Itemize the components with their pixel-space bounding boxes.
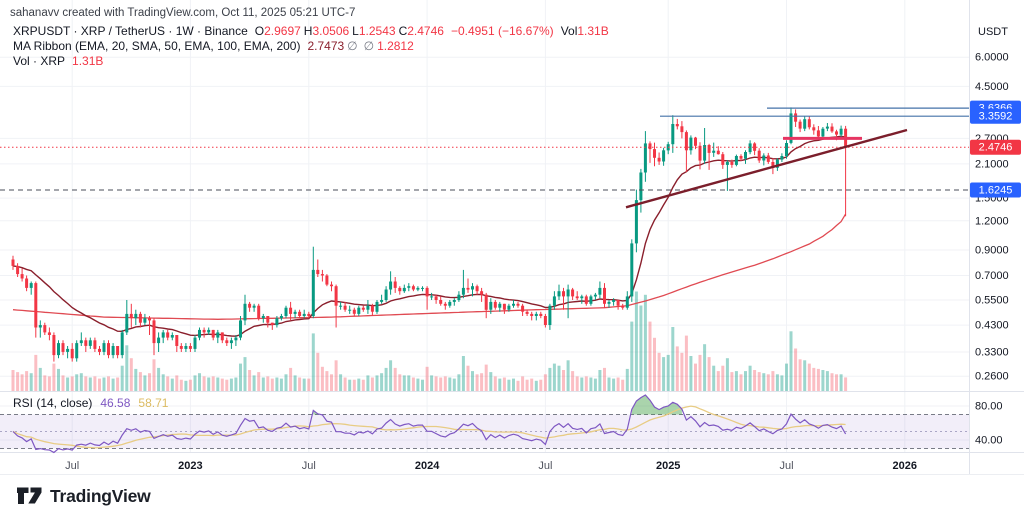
svg-text:2.4746: 2.4746 — [979, 142, 1013, 154]
symbol-title: XRPUSDT · XRP / TetherUS · 1W · Binance — [13, 24, 248, 38]
vol-indicator-label: Vol · XRP — [13, 54, 66, 68]
ema200-line — [12, 213, 847, 320]
svg-text:0.4300: 0.4300 — [975, 320, 1009, 332]
ohlc-high-value: 3.0506 — [312, 24, 350, 38]
volume-label: Vol — [560, 24, 578, 38]
ohlc-open-label: O — [254, 24, 265, 38]
svg-text:80.00: 80.00 — [975, 401, 1003, 413]
rsi-line — [12, 394, 847, 454]
svg-text:0.9000: 0.9000 — [975, 245, 1009, 257]
svg-text:1.6245: 1.6245 — [979, 185, 1013, 197]
ma-ribbon-empty-2: ∅ — [363, 39, 375, 53]
time-axis[interactable]: Jul 2023 Jul 2024 Jul 2025 Jul 2026 — [65, 460, 917, 472]
ohlc-close-label: C — [398, 24, 408, 38]
price-axis[interactable]: 6.00004.50002.70002.10001.50001.20000.90… — [975, 52, 1009, 447]
svg-text:3.3592: 3.3592 — [979, 111, 1013, 123]
svg-text:0.2600: 0.2600 — [975, 371, 1009, 383]
ma-ribbon-empty-1: ∅ — [347, 39, 358, 53]
ohlc-close-value: 2.4746 — [407, 24, 444, 38]
candles-layer — [11, 107, 848, 362]
svg-text:0.3300: 0.3300 — [975, 347, 1009, 359]
svg-text:1.2000: 1.2000 — [975, 215, 1009, 227]
ohlc-low-value: 1.2543 — [358, 24, 396, 38]
svg-text:4.5000: 4.5000 — [975, 81, 1009, 93]
svg-text:Jul: Jul — [65, 460, 79, 472]
ohlc-high-label: H — [303, 24, 313, 38]
svg-text:6.0000: 6.0000 — [975, 52, 1009, 64]
rsi-overbought-fill — [631, 395, 682, 415]
svg-text:Jul: Jul — [538, 460, 552, 472]
svg-text:40.00: 40.00 — [975, 435, 1003, 447]
svg-text:2026: 2026 — [893, 460, 917, 472]
footer-brand[interactable]: TradingView — [17, 485, 151, 507]
volume-value: 1.31B — [577, 24, 609, 38]
ohlc-open-value: 2.9697 — [264, 24, 301, 38]
level-badge-2: 3.3592 — [970, 108, 1021, 124]
rsi-ma-line — [12, 405, 846, 449]
last-price-badge: 2.4746 — [970, 139, 1021, 155]
svg-text:2024: 2024 — [415, 460, 440, 472]
attribution-text: sahanavv created with TradingView.com, O… — [10, 7, 356, 19]
legend: XRPUSDT · XRP / TetherUS · 1W · Binance O… — [13, 24, 609, 69]
ohlc-low-label: L — [352, 24, 359, 38]
ma-ribbon-label: MA Ribbon (EMA, 20, SMA, 50, EMA, 100, E… — [13, 39, 301, 53]
ma-ribbon-ema20-value: 2.7473 — [307, 39, 345, 53]
brand-text: TradingView — [50, 485, 151, 506]
svg-text:2023: 2023 — [178, 460, 202, 472]
tradingview-logo-icon — [17, 487, 43, 505]
legend-symbol-row[interactable]: XRPUSDT · XRP / TetherUS · 1W · Binance O… — [13, 24, 609, 39]
volume-layer — [11, 291, 848, 392]
svg-text:0.5500: 0.5500 — [975, 295, 1009, 307]
rsi-ma-value: 58.71 — [138, 396, 169, 410]
svg-text:Jul: Jul — [302, 460, 316, 472]
svg-text:Jul: Jul — [779, 460, 793, 472]
ascending-trendline[interactable] — [625, 128, 908, 209]
ema20-line — [12, 135, 846, 337]
change-value: −0.4951 (−16.67%) — [450, 24, 554, 38]
svg-text:0.7000: 0.7000 — [975, 270, 1009, 282]
rsi-value: 46.58 — [100, 396, 131, 410]
legend-vol-row[interactable]: Vol · XRP 1.31B — [13, 54, 609, 69]
currency-label[interactable]: USDT — [978, 26, 1008, 38]
dashed-level-badge: 1.6245 — [970, 182, 1021, 198]
rsi-label: RSI (14, close) — [13, 396, 93, 410]
vol-indicator-value: 1.31B — [72, 54, 104, 68]
rsi-legend[interactable]: RSI (14, close) 46.58 58.71 — [13, 396, 168, 410]
ma-ribbon-ema200-value: 1.2812 — [377, 39, 414, 53]
svg-text:2025: 2025 — [656, 460, 680, 472]
svg-text:2.1000: 2.1000 — [975, 158, 1009, 170]
legend-ma-ribbon-row[interactable]: MA Ribbon (EMA, 20, SMA, 50, EMA, 100, E… — [13, 39, 609, 54]
